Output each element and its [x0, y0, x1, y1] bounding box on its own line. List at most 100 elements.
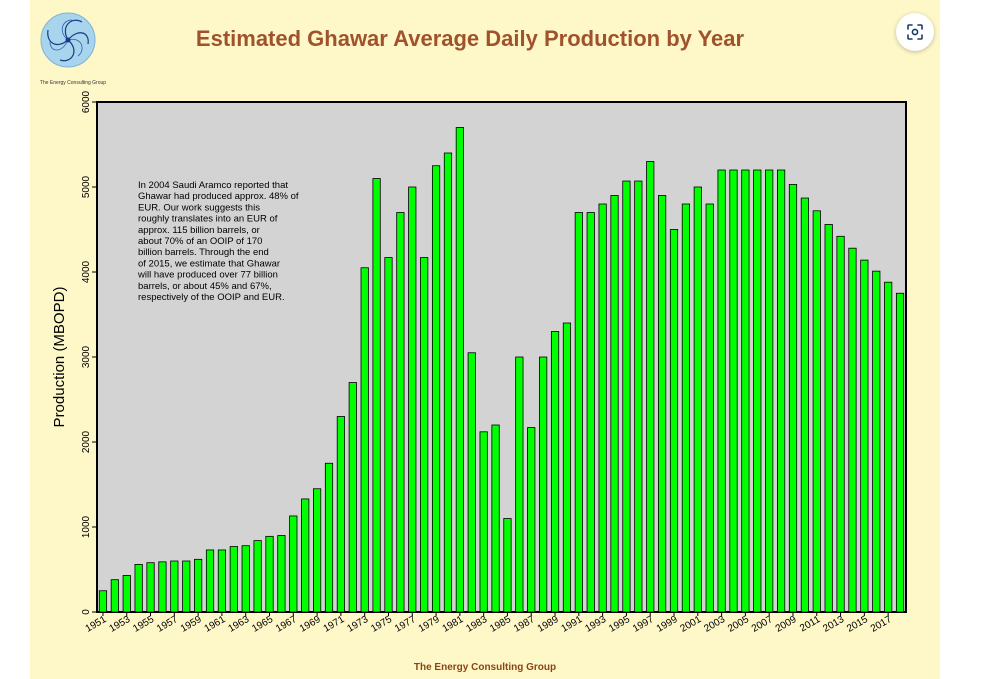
x-tick-label: 1979 [417, 614, 442, 635]
bar-2005 [741, 169, 750, 613]
x-tick-label: 1997 [631, 614, 656, 635]
bar-2002 [705, 203, 714, 613]
y-axis: 0 1000 2000 3000 4000 5000 6000 [81, 90, 97, 615]
bar-1992 [586, 212, 595, 613]
bar-1954 [134, 564, 143, 613]
x-tick-label: 1973 [345, 614, 370, 635]
annotation-line: of 2015, we estimate that Ghawar [138, 258, 280, 269]
x-tick-label: 1957 [155, 614, 180, 635]
bar-1994 [610, 195, 619, 613]
bar-1967 [289, 515, 298, 613]
bar-1987 [527, 427, 536, 613]
bar-1986 [515, 356, 524, 613]
bar-2018 [895, 292, 905, 613]
x-tick-label: 2009 [774, 614, 799, 635]
bar-1991 [574, 212, 583, 613]
company-logo: The Energy Consulting Group [38, 10, 106, 90]
chart-title: Estimated Ghawar Average Daily Productio… [195, 26, 745, 51]
footer-credit: The Energy Consulting Group [413, 662, 557, 673]
bar-1995 [622, 180, 631, 613]
annotation-line: respectively of the OOIP and EUR. [138, 292, 285, 303]
annotation-note: In 2004 Saudi Aramco reported that Ghawar… [137, 180, 299, 303]
bar-2016 [872, 270, 881, 613]
x-tick-label: 2003 [702, 614, 727, 635]
bar-1962 [229, 546, 238, 613]
visual-search-button[interactable] [896, 13, 934, 51]
bar-1974 [372, 178, 381, 613]
bar-2017 [884, 281, 893, 613]
y-tick-label: 5000 [81, 175, 92, 198]
bar-1953 [122, 575, 131, 613]
bar-1983 [479, 431, 488, 613]
x-tick-label: 1967 [274, 614, 299, 635]
x-tick-label: 1999 [655, 614, 680, 635]
x-tick-label: 2015 [845, 614, 870, 635]
bar-2007 [765, 169, 774, 613]
bar-1972 [348, 382, 357, 613]
bar-2003 [717, 169, 726, 613]
x-tick-label: 1959 [179, 614, 204, 635]
x-tick-label: 2017 [869, 614, 894, 635]
x-tick-label: 1977 [393, 614, 418, 635]
annotation-line: barrels, or about 45% and 67%, [138, 281, 272, 292]
bar-1966 [277, 535, 286, 613]
bar-1971 [336, 416, 345, 613]
x-tick-label: 2005 [726, 614, 751, 635]
annotation-line: approx. 115 billion barrels, or [138, 225, 260, 236]
bar-2013 [836, 235, 845, 613]
x-tick-label: 1983 [464, 614, 489, 635]
logo-image [40, 12, 96, 68]
annotation-line: roughly translates into an EUR of [138, 214, 278, 225]
lens-icon [907, 24, 923, 40]
x-tick-label: 1961 [203, 614, 228, 635]
y-tick-label: 1000 [81, 515, 92, 538]
y-tick-label: 0 [81, 609, 92, 615]
bar-1989 [550, 331, 560, 613]
bar-1957 [170, 560, 179, 613]
bar-1980 [443, 152, 453, 613]
annotation-line: will have produced over 77 billion [137, 270, 278, 281]
bar-1960 [205, 549, 215, 613]
y-tick-label: 3000 [81, 345, 92, 368]
annotation-line: about 70% of an OOIP of 170 [138, 236, 262, 247]
bar-2010 [800, 197, 809, 613]
bar-2004 [729, 169, 738, 613]
bar-1958 [182, 560, 191, 613]
bar-1979 [431, 165, 441, 613]
bar-1963 [241, 545, 250, 613]
bar-1956 [158, 561, 167, 613]
x-tick-label: 1989 [536, 614, 561, 635]
y-axis-label: Production (MBOPD) [51, 287, 68, 428]
bar-1975 [384, 257, 393, 613]
bar-1996 [634, 180, 643, 613]
x-tick-label: 2011 [798, 614, 823, 634]
bar-1955 [146, 562, 155, 613]
x-tick-label: 1955 [131, 614, 156, 635]
bars-group [98, 127, 905, 613]
bar-1999 [669, 229, 679, 613]
x-tick-label: 1971 [322, 614, 347, 635]
bar-1997 [646, 161, 655, 613]
y-tick-label: 4000 [81, 260, 92, 283]
bar-1970 [324, 462, 334, 613]
bar-1988 [539, 356, 548, 613]
bar-1981 [455, 127, 464, 613]
bar-1951 [98, 590, 108, 613]
y-tick-label: 6000 [81, 90, 92, 113]
bar-1982 [467, 352, 476, 613]
bar-1961 [217, 549, 227, 613]
annotation-line: EUR. Our work suggests this [138, 202, 260, 213]
x-tick-label: 1991 [560, 614, 585, 635]
bar-1990 [562, 322, 572, 613]
x-tick-label: 1985 [488, 614, 513, 635]
x-tick-label: 1965 [250, 614, 275, 635]
x-tick-label: 1987 [512, 614, 537, 635]
x-tick-label: 2013 [821, 614, 846, 635]
logo-label: The Energy Consulting Group [39, 80, 107, 86]
x-tick-label: 1969 [298, 614, 323, 635]
bar-2009 [788, 184, 798, 613]
bar-2000 [681, 203, 690, 613]
bar-1973 [360, 267, 369, 613]
bar-1969 [313, 488, 322, 613]
